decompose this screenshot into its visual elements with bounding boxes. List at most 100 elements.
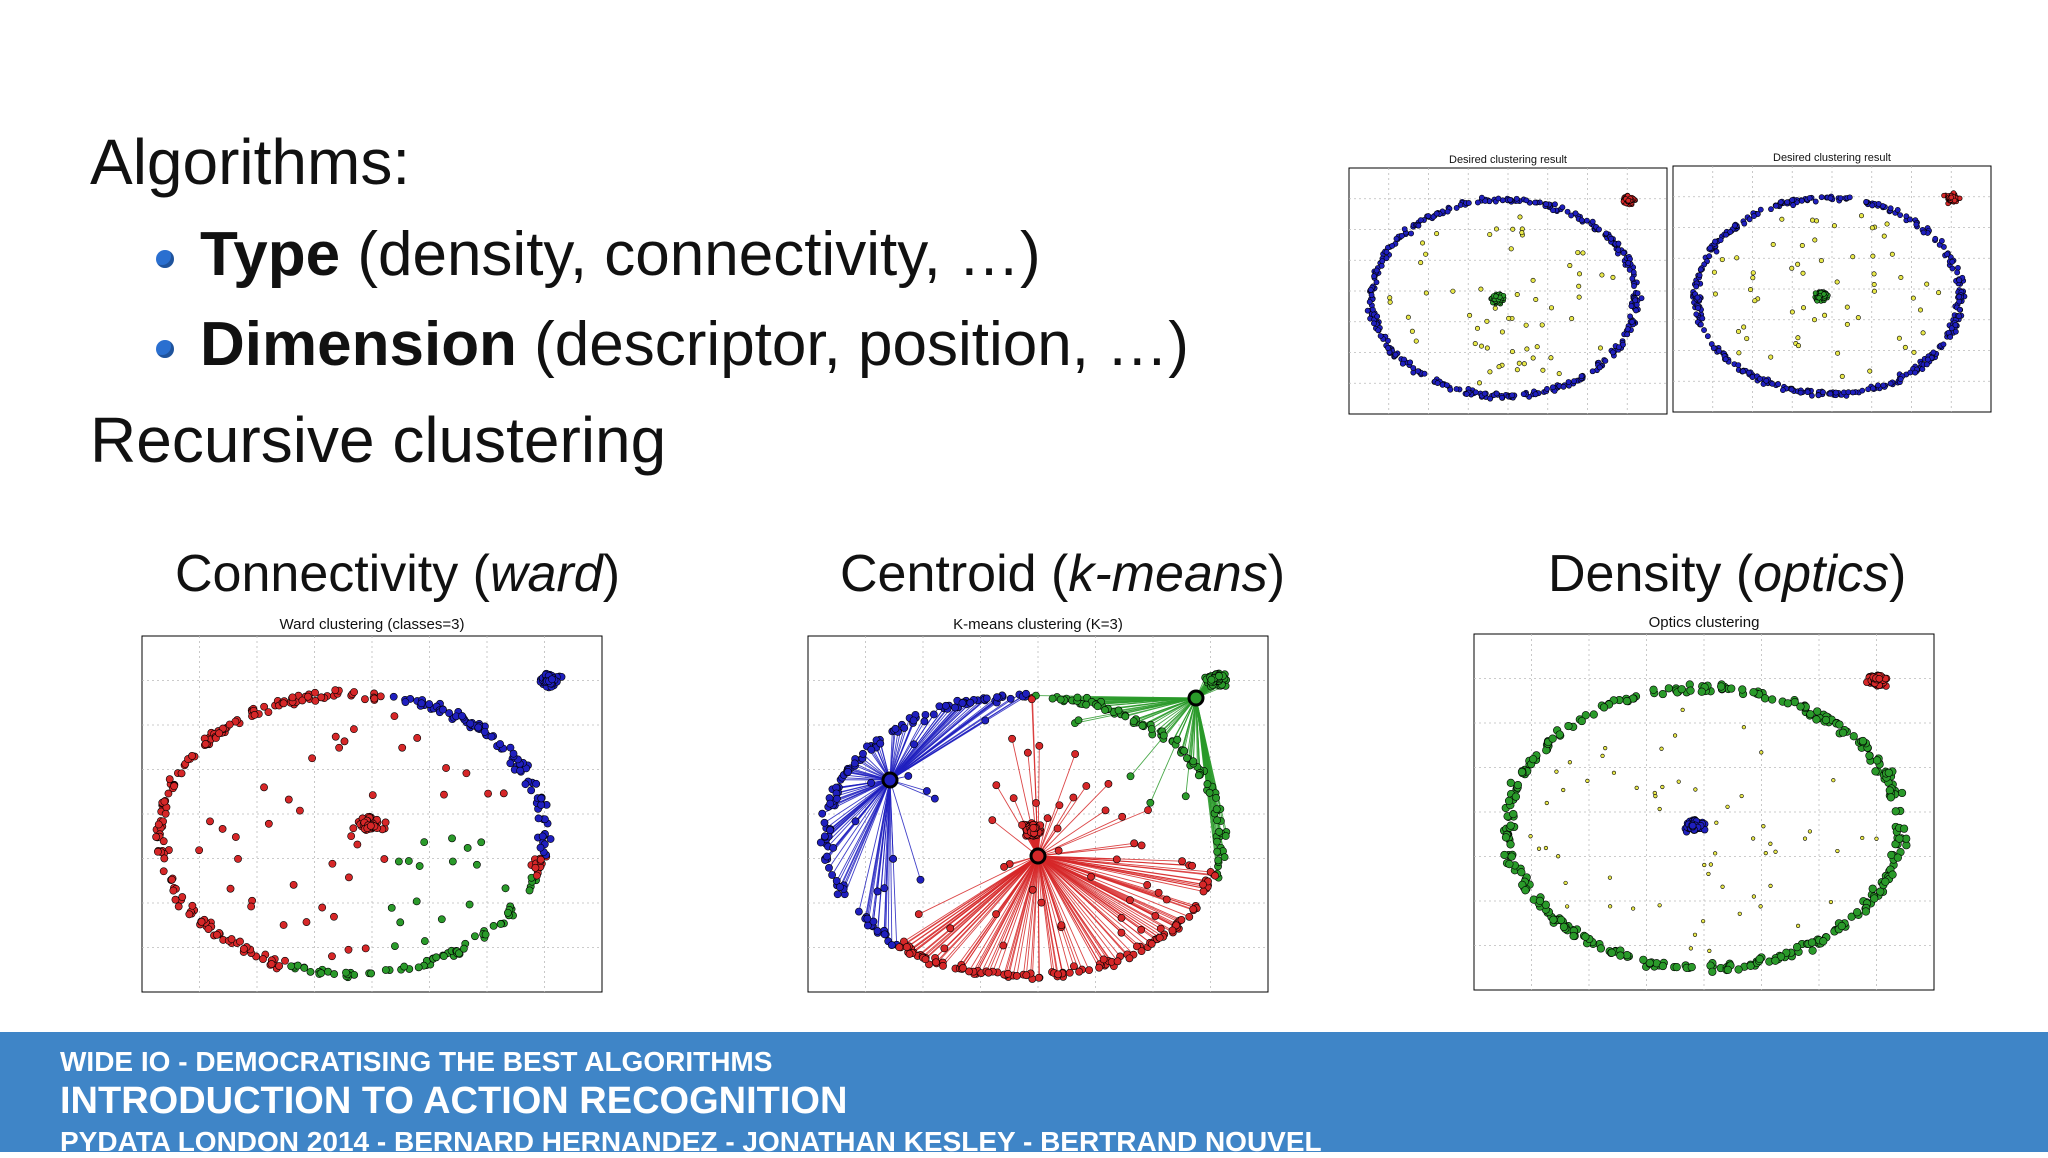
data-point [1596, 227, 1601, 232]
data-point [1838, 196, 1843, 201]
data-point [178, 770, 185, 777]
data-point [982, 717, 989, 724]
data-point [1178, 916, 1185, 923]
data-point [892, 725, 899, 732]
data-point [533, 872, 540, 879]
data-point [1506, 860, 1514, 868]
data-point [1721, 885, 1725, 889]
heading-algorithms: Algorithms: [90, 130, 410, 194]
data-point [1549, 735, 1557, 743]
data-point [1769, 842, 1773, 846]
data-point [923, 787, 930, 794]
data-point [289, 694, 296, 701]
data-point [1181, 747, 1188, 754]
data-point [825, 864, 832, 871]
data-point [154, 848, 161, 855]
data-point [1199, 881, 1206, 888]
data-point [1847, 195, 1852, 200]
data-point [877, 740, 884, 747]
data-point [1925, 282, 1929, 286]
data-point [1918, 308, 1922, 312]
data-point [421, 937, 428, 944]
data-point [1054, 825, 1061, 832]
data-point [1635, 291, 1640, 296]
data-point [1872, 768, 1880, 776]
data-point [1689, 822, 1696, 829]
data-point [488, 733, 495, 740]
data-point [172, 896, 179, 903]
data-point [1215, 857, 1222, 864]
data-point [1708, 245, 1713, 250]
data-point [1813, 199, 1818, 204]
data-point [528, 787, 535, 794]
data-point [390, 693, 397, 700]
data-point [1157, 925, 1164, 932]
data-point [1473, 390, 1478, 395]
data-point [1416, 223, 1421, 228]
data-point [1420, 241, 1424, 245]
data-point [1126, 897, 1133, 904]
data-point [342, 969, 349, 976]
data-point [1393, 352, 1398, 357]
data-point [1694, 788, 1698, 792]
data-point [1900, 825, 1908, 833]
data-point [1742, 725, 1746, 729]
data-point [1799, 198, 1804, 203]
data-point [1138, 842, 1145, 849]
data-point [1678, 685, 1686, 693]
data-point [1949, 326, 1954, 331]
data-point [1189, 862, 1196, 869]
data-point [1533, 392, 1538, 397]
data-point [1475, 200, 1480, 205]
data-point [421, 839, 428, 846]
kmeans-plot-svg [806, 634, 1270, 994]
data-point [985, 969, 992, 976]
data-point [1616, 952, 1624, 960]
data-point [1654, 794, 1658, 798]
data-point [362, 945, 369, 952]
data-point [1036, 742, 1043, 749]
data-point [1514, 781, 1522, 789]
data-point [1812, 318, 1816, 322]
data-point [1898, 376, 1903, 381]
data-point [1160, 732, 1167, 739]
data-point [1785, 200, 1790, 205]
data-point [1454, 205, 1459, 210]
data-point [1418, 260, 1422, 264]
data-point [1477, 381, 1481, 385]
data-point [1681, 708, 1685, 712]
data-point [1378, 333, 1383, 338]
data-point [1720, 257, 1724, 261]
data-point [484, 790, 491, 797]
data-point [1514, 196, 1519, 201]
data-point [1174, 736, 1181, 743]
data-point [1054, 971, 1061, 978]
data-point [1603, 746, 1607, 750]
data-point [1876, 675, 1883, 682]
data-point [1586, 779, 1590, 783]
data-point [442, 764, 449, 771]
ward-plot [140, 634, 604, 994]
data-point [1764, 378, 1769, 383]
data-point [318, 970, 325, 977]
data-point [1139, 722, 1146, 729]
data-point [1482, 391, 1487, 396]
data-point [1907, 217, 1912, 222]
data-point [1532, 200, 1537, 205]
data-point [1510, 393, 1515, 398]
data-point [170, 887, 177, 894]
data-point [1616, 247, 1621, 252]
data-point [1778, 199, 1783, 204]
data-point [228, 935, 235, 942]
data-point [1626, 198, 1631, 203]
data-point [1832, 224, 1836, 228]
data-point [1809, 947, 1817, 955]
data-point [1600, 273, 1604, 277]
data-point [1369, 292, 1374, 297]
data-point [1518, 215, 1522, 219]
data-point [1114, 958, 1121, 965]
data-point [1870, 895, 1878, 903]
data-point [1623, 697, 1631, 705]
data-point [510, 750, 517, 757]
data-point [1819, 195, 1824, 200]
